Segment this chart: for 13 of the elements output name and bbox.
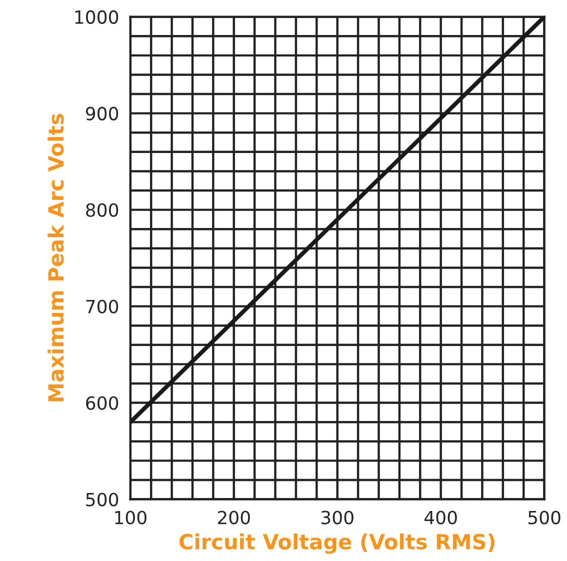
x-tick-label: 400 [424,510,457,524]
y-axis-title: Maximum Peak Arc Volts [48,114,64,402]
y-tick-label: 1000 [75,10,118,24]
x-tick-label: 200 [218,510,250,524]
y-tick-label: 600 [86,396,118,410]
y-tick-label: 700 [86,300,118,314]
x-axis-title: Circuit Voltage (Volts RMS) [179,533,494,554]
x-tick-label: 500 [528,510,560,524]
x-tick-label: 100 [115,510,146,524]
x-tick-label: 300 [322,510,354,524]
y-tick-label: 500 [86,492,118,506]
y-tick-label: 800 [86,203,118,217]
y-tick-label: 900 [86,106,118,120]
